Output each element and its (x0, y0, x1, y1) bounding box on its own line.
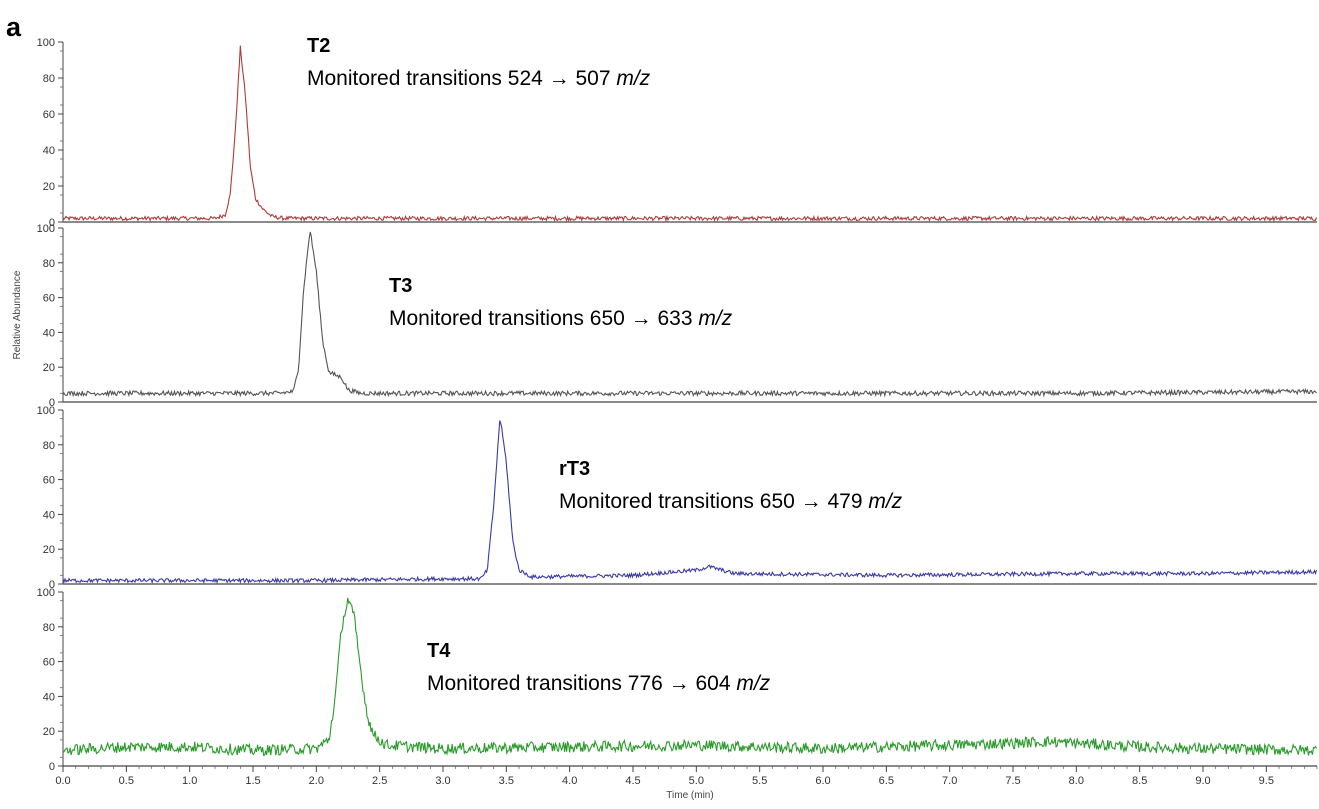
x-tick-label: 6.5 (879, 775, 894, 787)
x-tick-label: 9.0 (1195, 775, 1210, 787)
y-tick-label: 100 (37, 223, 55, 235)
x-tick-label: 7.5 (1005, 775, 1020, 787)
x-tick-label: 8.0 (1069, 775, 1084, 787)
y-tick-label: 0 (49, 217, 55, 229)
x-tick-label: 5.5 (752, 775, 767, 787)
annotation-title: T2 (307, 35, 330, 57)
series-line-t2 (62, 45, 1318, 223)
x-tick-label: 4.5 (625, 775, 640, 787)
x-tick-label: 3.5 (499, 775, 514, 787)
y-tick-label: 0 (49, 761, 55, 773)
y-axis-label: Relative Abundance (12, 270, 23, 359)
annotation-unit: m/z (698, 307, 732, 330)
annotation-transition: Monitored transitions 524 → 507 (307, 67, 616, 90)
annotation-transition: Monitored transitions 650 → 479 (559, 490, 868, 513)
x-tick-label: 5.0 (689, 775, 704, 787)
y-tick-label: 60 (43, 657, 55, 669)
series-line-rt3 (62, 420, 1318, 585)
series-line-t3 (62, 231, 1317, 398)
annotation-unit: m/z (616, 67, 650, 90)
panel-t2: 0 20 40 60 80 100 T2 Monitored transitions 524 … (37, 35, 1318, 229)
x-axis-label: Time (min) (666, 790, 713, 801)
y-tick-label: 0 (49, 579, 55, 591)
y-tick-label: 40 (43, 509, 55, 521)
y-tick-label: 100 (37, 405, 55, 417)
x-tick-label: 0.0 (55, 775, 70, 787)
y-tick-label: 20 (43, 362, 55, 374)
annotation-unit: m/z (868, 490, 902, 513)
y-tick-label: 80 (43, 622, 55, 634)
x-tick-label: 7.0 (942, 775, 957, 787)
x-axis: 0.0 0.5 1.0 1.5 2.0 2.5 3.0 3.5 4.0 4.5 5.0 5.5 6.0 6… (55, 766, 1318, 787)
panel-letter: a (6, 12, 22, 42)
y-tick-label: 100 (37, 587, 55, 599)
y-tick-label: 80 (43, 440, 55, 452)
x-tick-label: 2.5 (372, 775, 387, 787)
x-tick-label: 2.0 (309, 775, 324, 787)
annotation-unit: m/z (736, 672, 770, 695)
y-tick-label: 80 (43, 258, 55, 270)
y-tick-label: 20 (43, 181, 55, 193)
y-tick-label: 0 (49, 397, 55, 409)
y-tick-label: 20 (43, 726, 55, 738)
x-tick-label: 9.5 (1259, 775, 1274, 787)
panel-rt3: 0 20 40 60 80 100 rT3 Monitored transitions 650… (37, 405, 1318, 591)
annotation-text: Monitored transitions 776 → 604 m/z (427, 672, 771, 695)
x-tick-label: 4.0 (562, 775, 577, 787)
x-tick-label: 3.0 (435, 775, 450, 787)
annotation-text: Monitored transitions 650 → 479 m/z (559, 490, 903, 513)
y-tick-label: 40 (43, 327, 55, 339)
x-tick-label: 8.5 (1132, 775, 1147, 787)
series-line-t4 (62, 597, 1317, 757)
y-tick-label: 100 (37, 37, 55, 49)
panel-t4: 0 20 40 60 80 100 T4 Monitored transitions 776 … (37, 587, 1317, 773)
x-tick-label: 6.0 (815, 775, 830, 787)
x-tick-label: 1.0 (182, 775, 197, 787)
y-tick-label: 60 (43, 475, 55, 487)
annotation-text: Monitored transitions 524 → 507 m/z (307, 67, 651, 90)
y-tick-label: 40 (43, 145, 55, 157)
y-tick-label: 60 (43, 109, 55, 121)
chromatogram-panels: 0 20 40 60 80 100 T2 Monitored transitions 524 … (37, 35, 1318, 787)
annotation-transition: Monitored transitions 650 → 633 (389, 307, 698, 330)
x-tick-label: 1.5 (245, 775, 260, 787)
y-tick-label: 20 (43, 544, 55, 556)
annotation-title: T4 (427, 640, 451, 662)
annotation-transition: Monitored transitions 776 → 604 (427, 672, 736, 695)
y-tick-label: 80 (43, 73, 55, 85)
annotation-text: Monitored transitions 650 → 633 m/z (389, 307, 733, 330)
y-tick-label: 60 (43, 293, 55, 305)
x-tick-label: 0.5 (119, 775, 134, 787)
annotation-title: rT3 (559, 458, 590, 480)
annotation-title: T3 (389, 275, 412, 297)
y-tick-label: 40 (43, 691, 55, 703)
panel-t3: 0 20 40 60 80 100 T3 Monitored transitions 650 … (37, 223, 1317, 409)
